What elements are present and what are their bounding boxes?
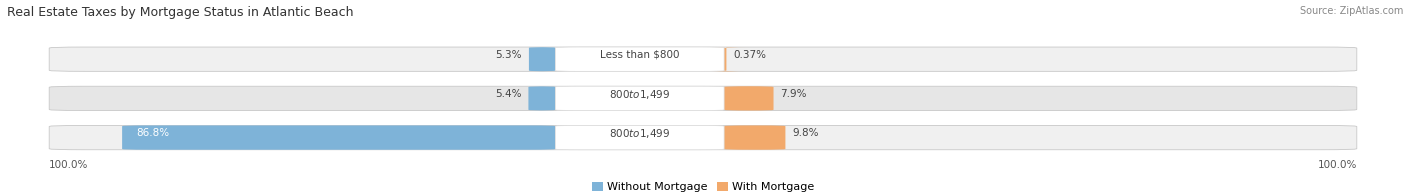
Text: Less than $800: Less than $800 — [600, 50, 679, 60]
Legend: Without Mortgage, With Mortgage: Without Mortgage, With Mortgage — [588, 178, 818, 196]
Text: 0.37%: 0.37% — [734, 50, 766, 60]
Text: 100.0%: 100.0% — [49, 160, 89, 170]
Text: $800 to $1,499: $800 to $1,499 — [609, 88, 671, 101]
FancyBboxPatch shape — [555, 86, 724, 111]
Text: 100.0%: 100.0% — [1317, 160, 1357, 170]
Text: 7.9%: 7.9% — [780, 89, 807, 99]
FancyBboxPatch shape — [49, 125, 1357, 150]
FancyBboxPatch shape — [724, 125, 786, 150]
FancyBboxPatch shape — [529, 47, 555, 71]
Text: 86.8%: 86.8% — [136, 128, 169, 138]
FancyBboxPatch shape — [49, 86, 1357, 111]
FancyBboxPatch shape — [49, 47, 1357, 71]
Text: $800 to $1,499: $800 to $1,499 — [609, 127, 671, 140]
FancyBboxPatch shape — [529, 86, 555, 111]
FancyBboxPatch shape — [724, 86, 773, 111]
Text: Source: ZipAtlas.com: Source: ZipAtlas.com — [1299, 6, 1403, 16]
FancyBboxPatch shape — [555, 125, 724, 150]
FancyBboxPatch shape — [702, 47, 749, 71]
Text: 5.4%: 5.4% — [495, 89, 522, 99]
Text: Real Estate Taxes by Mortgage Status in Atlantic Beach: Real Estate Taxes by Mortgage Status in … — [7, 6, 353, 19]
Text: 5.3%: 5.3% — [495, 50, 522, 60]
Text: 9.8%: 9.8% — [793, 128, 818, 138]
FancyBboxPatch shape — [555, 47, 724, 71]
FancyBboxPatch shape — [122, 125, 555, 150]
